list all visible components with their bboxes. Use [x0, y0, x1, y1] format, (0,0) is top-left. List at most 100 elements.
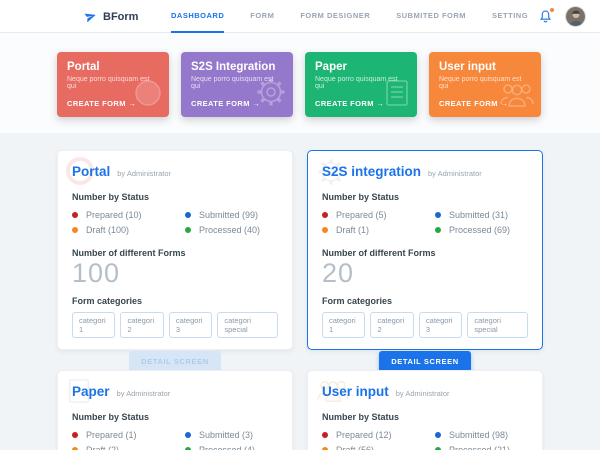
create-form-button[interactable]: CREATE FORM → — [439, 99, 509, 108]
create-card-subtitle: Neque porro quisquam est qui — [315, 76, 398, 90]
status-prepared: Prepared (10) — [72, 210, 185, 220]
forms-count: 100 — [72, 258, 121, 288]
category-chips: categori 1 categori 2 categori 3 categor… — [322, 312, 528, 339]
category-chip[interactable]: categori 3 — [418, 312, 463, 339]
status-heading: Number by Status — [72, 192, 150, 202]
status-dot — [185, 432, 191, 438]
category-chip[interactable]: categori special — [217, 312, 278, 339]
status-processed: Processed (4) — [185, 445, 278, 450]
status-grid: Prepared (1) Submitted (3) Draft (2) Pro… — [72, 430, 278, 450]
status-dot — [72, 432, 78, 438]
category-chip[interactable]: categori 2 — [370, 312, 414, 339]
detail-screen-button[interactable]: DETAIL SCREEN — [129, 351, 221, 373]
card-title: S2S integration — [322, 164, 422, 179]
arrow-right-icon: → — [128, 99, 137, 108]
create-card-title: User input — [439, 61, 496, 73]
status-dot — [435, 432, 441, 438]
card-title: Portal — [72, 164, 111, 179]
status-heading: Number by Status — [322, 192, 400, 202]
category-chip[interactable]: categori 1 — [322, 312, 366, 339]
create-form-button[interactable]: CREATE FORM → — [67, 99, 137, 108]
status-submitted: Submitted (98) — [435, 430, 528, 440]
summary-row-2: Paper by Administrator Number by Status … — [57, 370, 543, 450]
gear-icon — [255, 76, 287, 113]
create-form-button[interactable]: CREATE FORM → — [315, 99, 385, 108]
arrow-right-icon: → — [252, 99, 261, 108]
status-heading: Number by Status — [322, 412, 400, 422]
status-prepared: Prepared (5) — [322, 210, 435, 220]
create-card-paper: Paper Neque porro quisquam est qui CREAT… — [305, 52, 417, 117]
create-card-title: Portal — [67, 61, 100, 73]
bell-icon[interactable] — [539, 7, 554, 25]
category-chip[interactable]: categori 1 — [72, 312, 116, 339]
notification-badge — [550, 7, 554, 12]
create-card-title: Paper — [315, 61, 347, 73]
summary-card-paper: Paper by Administrator Number by Status … — [57, 370, 293, 450]
top-header: BForm DASHBOARD FORM FORM DESIGNER SUBMI… — [0, 0, 600, 33]
brand-name: BForm — [103, 10, 139, 23]
create-card-subtitle: Neque porro quisquam est qui — [439, 76, 522, 90]
categories-heading: Form categories — [322, 296, 393, 307]
status-dot — [322, 227, 328, 233]
status-draft: Draft (100) — [72, 225, 185, 235]
status-dot — [322, 212, 328, 218]
tab-form-designer[interactable]: FORM DESIGNER — [300, 11, 371, 20]
status-processed: Processed (21) — [435, 445, 528, 450]
create-card-portal: Portal Neque porro quisquam est qui CREA… — [57, 52, 169, 117]
card-author: by Administrator — [395, 389, 450, 398]
status-dot — [185, 447, 191, 450]
category-chip[interactable]: categori 3 — [168, 312, 213, 339]
summary-card-s2s: S2S integration by Administrator Number … — [307, 150, 543, 373]
tab-setting[interactable]: SETTING — [492, 11, 529, 20]
status-submitted: Submitted (3) — [185, 430, 278, 440]
status-heading: Number by Status — [72, 412, 150, 422]
status-dot — [72, 212, 78, 218]
create-card-subtitle: Neque porro quisquam est qui — [67, 76, 150, 90]
status-prepared: Prepared (12) — [322, 430, 435, 440]
create-form-button[interactable]: CREATE FORM → — [191, 99, 261, 108]
status-dot — [72, 227, 78, 233]
status-draft: Draft (56) — [322, 445, 435, 450]
status-dot — [72, 447, 78, 450]
status-processed: Processed (69) — [435, 225, 528, 235]
card-author: by Administrator — [428, 169, 482, 178]
category-chip[interactable]: categori 2 — [120, 312, 164, 339]
card-title: User input — [322, 384, 389, 399]
create-card-user-input: User input Neque porro quisquam est qui … — [429, 52, 541, 117]
categories-heading: Form categories — [72, 296, 143, 307]
summary-card-portal: Portal by Administrator Number by Status… — [57, 150, 293, 373]
tab-submited-form[interactable]: SUBMITED FORM — [396, 11, 467, 20]
create-card-subtitle: Neque porro quisquam est qui — [191, 76, 274, 90]
create-card-row: Portal Neque porro quisquam est qui CREA… — [57, 52, 543, 117]
brand[interactable]: BForm — [84, 0, 138, 33]
tab-dashboard[interactable]: DASHBOARD — [171, 0, 225, 33]
status-grid: Prepared (10) Submitted (99) Draft (100)… — [72, 210, 278, 235]
status-dot — [435, 227, 441, 233]
summary-card-user-input: User input by Administrator Number by St… — [307, 370, 543, 450]
forms-heading: Number of different Forms — [322, 248, 436, 258]
status-dot — [322, 447, 328, 450]
users-icon — [499, 80, 535, 113]
arrow-right-icon: → — [500, 99, 509, 108]
tab-form[interactable]: FORM — [250, 11, 275, 20]
status-dot — [322, 432, 328, 438]
category-chips: categori 1 categori 2 categori 3 categor… — [72, 312, 278, 339]
detail-screen-button[interactable]: DETAIL SCREEN — [379, 351, 471, 373]
status-prepared: Prepared (1) — [72, 430, 185, 440]
status-dot — [185, 227, 191, 233]
card-title: Paper — [72, 384, 110, 399]
user-avatar[interactable] — [565, 6, 586, 27]
create-card-title: S2S Integration — [191, 61, 276, 73]
status-grid: Prepared (5) Submitted (31) Draft (1) Pr… — [322, 210, 528, 235]
forms-count: 20 — [322, 258, 355, 288]
category-chip[interactable]: categori special — [467, 312, 528, 339]
status-draft: Draft (2) — [72, 445, 185, 450]
arrow-right-icon: → — [376, 99, 385, 108]
status-grid: Prepared (12) Submitted (98) Draft (56) … — [322, 430, 528, 450]
create-card-s2s: S2S Integration Neque porro quisquam est… — [181, 52, 293, 117]
document-icon — [383, 78, 411, 113]
card-author: by Administrator — [117, 169, 172, 178]
status-dot — [185, 212, 191, 218]
main-nav: DASHBOARD FORM FORM DESIGNER SUBMITED FO… — [171, 0, 528, 33]
paper-plane-icon — [84, 10, 97, 23]
